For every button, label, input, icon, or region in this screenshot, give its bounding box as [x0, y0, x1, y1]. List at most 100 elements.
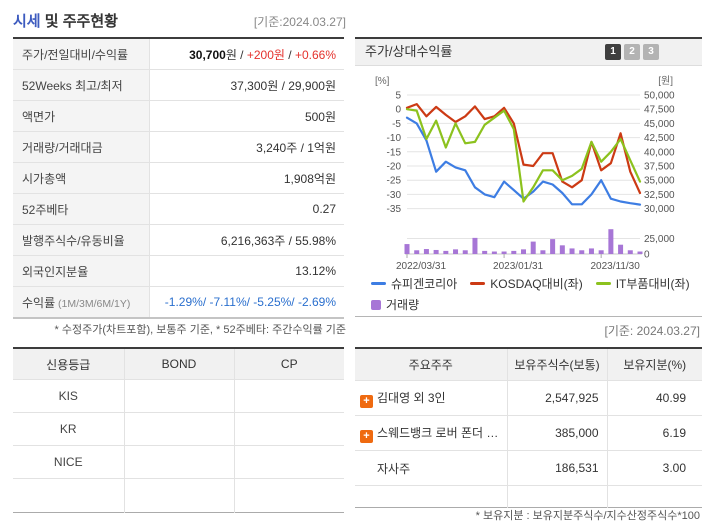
svg-text:5: 5	[395, 91, 401, 102]
quote-row-value: 500원	[149, 100, 344, 132]
svg-text:-25: -25	[387, 176, 402, 187]
quote-row-value: -1.29%/ -7.11%/ -5.25%/ -2.69%	[149, 286, 344, 318]
legend-line-swatch-icon	[371, 282, 386, 285]
major-shareholders-table: 주요주주 보유주식수(보통) 보유지분(%) + 김대영 외 3인 2,547,92…	[355, 347, 702, 508]
svg-text:0: 0	[644, 250, 650, 261]
quote-row-value: 0.27	[149, 193, 344, 225]
reference-date-chart: [기준: 2024.03.27]	[604, 324, 700, 338]
credit-row: KR	[13, 412, 344, 446]
credit-cp-cell	[234, 379, 344, 413]
svg-text:47,500: 47,500	[644, 105, 675, 116]
holders-empty-cell	[507, 485, 608, 508]
chart-period-button-1[interactable]: 1	[605, 44, 621, 60]
svg-text:-10: -10	[387, 133, 402, 144]
page-title-rest: 및 주주현황	[40, 13, 118, 30]
quote-value-part: 13.12%	[295, 264, 336, 278]
quote-value-part: +200원	[246, 47, 285, 62]
quote-row-value: 1,908억원	[149, 162, 344, 194]
holder-name: 김대영 외 3인	[377, 390, 446, 405]
svg-text:2023/01/31: 2023/01/31	[493, 261, 543, 272]
quote-row-value: 37,300원 / 29,900원	[149, 69, 344, 101]
svg-text:42,500: 42,500	[644, 133, 675, 144]
expand-plus-icon[interactable]: +	[360, 429, 373, 443]
quote-value-part: 3,240주 / 1억원	[256, 140, 336, 155]
quote-row-label: 주가/전일대비/수익률	[13, 38, 150, 70]
quote-value-part: 30,700	[189, 47, 226, 62]
quote-row-label: 수익률 (1M/3M/6M/1Y)	[13, 286, 150, 318]
holders-header-row: 주요주주 보유주식수(보통) 보유지분(%)	[355, 348, 702, 381]
svg-text:32,500: 32,500	[644, 190, 675, 201]
holder-row: + 스웨드뱅크 로버 폰더 … 385,000 6.19	[355, 415, 702, 451]
credit-empty-cell	[234, 478, 344, 513]
holders-header-pct: 보유지분(%)	[607, 348, 702, 381]
page-title: 시세 및 주주현황	[13, 10, 118, 31]
quote-row-label: 52주베타	[13, 193, 150, 225]
holder-name-cell: 자사주	[355, 450, 508, 486]
credit-cp-cell	[234, 412, 344, 446]
legend-label: IT부품대비(좌)	[615, 277, 690, 291]
quote-row: 발행주식수/유동비율 6,216,363주 / 55.98%	[13, 224, 344, 256]
chart-legend: 슈피겐코리아 KOSDAQ대비(좌) IT부품대비(좌) 거래량	[371, 275, 702, 313]
credit-bond-cell	[124, 412, 235, 446]
legend-line-swatch-icon	[470, 282, 486, 285]
holder-name-cell: + 김대영 외 3인	[355, 380, 508, 416]
holder-name: 스웨드뱅크 로버 폰더 …	[377, 425, 499, 440]
quote-row-label: 시가총액	[13, 162, 150, 194]
holders-header-shares: 보유주식수(보통)	[507, 348, 608, 381]
credit-header-cp: CP	[234, 348, 344, 380]
svg-text:30,000: 30,000	[644, 204, 675, 215]
svg-text:-35: -35	[387, 204, 402, 215]
quote-row-label: 발행주식수/유동비율	[13, 224, 150, 256]
holder-pct: 40.99	[607, 380, 702, 416]
credit-header-row: 신용등급 BOND CP	[13, 348, 344, 380]
price-relative-return-chart: [%] [원] 5 50,000 0 47,500 -5 45,000 -10 42,500 -15…	[375, 75, 675, 272]
svg-text:0: 0	[395, 105, 401, 116]
quote-summary-table: 주가/전일대비/수익률 30,700원 / +200원 / +0.66% 52Wee…	[13, 37, 344, 319]
quote-row: 52주베타 0.27	[13, 193, 344, 225]
svg-text:35,000: 35,000	[644, 176, 675, 187]
quote-row-value: 3,240주 / 1억원	[149, 131, 344, 163]
svg-text:[%]: [%]	[375, 76, 390, 87]
chart-panel-title: 주가/상대수익률	[365, 44, 453, 59]
svg-text:40,000: 40,000	[644, 147, 675, 158]
credit-header-bond: BOND	[124, 348, 235, 380]
chart-period-button-2[interactable]: 2	[624, 44, 640, 60]
svg-text:-20: -20	[387, 162, 402, 173]
page-title-emphasis: 시세	[13, 13, 41, 30]
svg-text:-30: -30	[387, 190, 402, 201]
holders-empty-cell	[355, 485, 508, 508]
legend-item: IT부품대비(좌)	[595, 275, 690, 292]
quote-row-value: 13.12%	[149, 255, 344, 287]
holder-pct: 6.19	[607, 415, 702, 451]
chart-period-button-3[interactable]: 3	[643, 44, 659, 60]
quote-footnote: * 수정주가(차트포함), 보통주 기준, * 52주베타: 주간수익률 기준	[54, 324, 346, 336]
credit-empty-row	[13, 478, 344, 513]
legend-bar-swatch-icon	[371, 299, 381, 310]
quote-row: 외국인지분율 13.12%	[13, 255, 344, 287]
svg-text:25,000: 25,000	[644, 234, 675, 245]
holder-pct: 3.00	[607, 450, 702, 486]
legend-line-swatch-icon	[595, 282, 611, 285]
quote-row-label: 거래량/거래대금	[13, 131, 150, 163]
credit-agency-cell: KR	[13, 412, 125, 446]
quote-value-part: 0.27	[312, 202, 336, 216]
legend-label: KOSDAQ대비(좌)	[490, 277, 583, 291]
quote-row-value: 6,216,363주 / 55.98%	[149, 224, 344, 256]
holder-name: 자사주	[377, 461, 411, 476]
quote-row-label-suffix: (1M/3M/6M/1Y)	[55, 297, 131, 310]
credit-header-agency: 신용등급	[13, 348, 125, 380]
svg-text:37,500: 37,500	[644, 162, 675, 173]
credit-row: KIS	[13, 379, 344, 413]
svg-text:2023/11/30: 2023/11/30	[591, 261, 641, 272]
svg-text:50,000: 50,000	[644, 91, 675, 102]
svg-text:[원]: [원]	[658, 75, 673, 87]
expand-plus-icon[interactable]: +	[360, 394, 373, 408]
holders-footnote: * 보유지분 : 보유지분주식수/지수산정주식수*100	[475, 510, 700, 522]
credit-agency-cell: NICE	[13, 445, 125, 479]
holder-shares: 2,547,925	[507, 380, 608, 416]
legend-item: 거래량	[371, 296, 419, 313]
legend-label: 거래량	[386, 298, 420, 312]
quote-row: 액면가 500원	[13, 100, 344, 132]
quote-row-label: 액면가	[13, 100, 150, 132]
